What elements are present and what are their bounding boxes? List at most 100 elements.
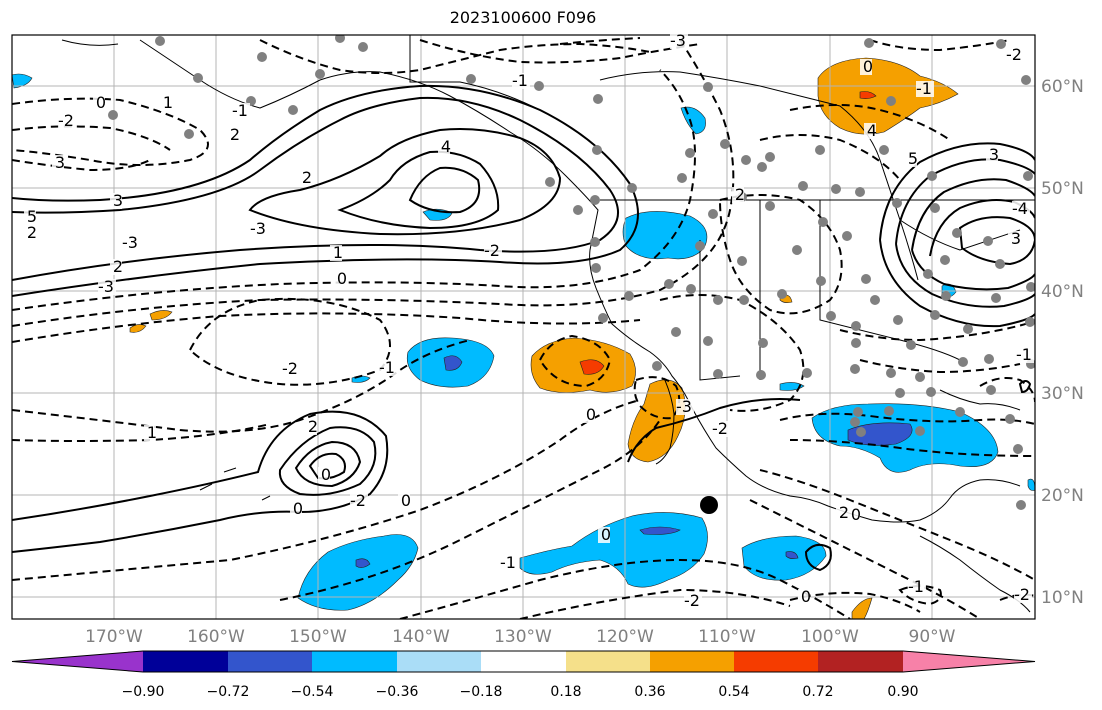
colorbar-tick-label: 0.18 (550, 684, 581, 700)
contour-label: 0 (293, 499, 303, 518)
longitude-axis: 170°W 160°W 150°W 140°W 130°W 120°W 110°… (85, 627, 956, 647)
station-markers (108, 35, 1035, 510)
contour-label-bg (864, 123, 876, 139)
contour-label: -1 (232, 101, 248, 120)
shade-red-socal (579, 359, 605, 375)
shade-blue-e-pac-2-core (785, 551, 799, 559)
contour-label: 0 (321, 465, 331, 484)
contour-label-bg (1014, 587, 1032, 603)
contour-label: -3 (676, 397, 692, 416)
lat-label: 20°N (1041, 486, 1084, 506)
contour-label-bg (916, 81, 934, 97)
shade-orange-canada (817, 57, 959, 135)
contour-label: -1 (908, 577, 924, 596)
contour-label: 4 (441, 137, 451, 156)
colorbar-tick-label: 0.72 (802, 684, 833, 700)
contour-label-bg (334, 271, 346, 287)
contour-label-bg (93, 95, 105, 111)
contour-label: 3 (989, 145, 999, 164)
colorbar-outline (11, 650, 1036, 673)
colorbar-tick-label: −0.72 (207, 684, 250, 700)
map-title: 2023100600 F096 (449, 8, 597, 27)
colorbar-segment (481, 651, 566, 672)
contour-label-bg (52, 155, 64, 171)
contour-label: 0 (401, 491, 411, 510)
shade-blue-e-pac-core (639, 526, 681, 535)
contour-label: -3 (250, 219, 266, 238)
colorbar-tick-label: 0.36 (634, 684, 665, 700)
colorbar-segment (397, 651, 481, 672)
colorbar-tick-label: −0.36 (376, 684, 419, 700)
contour-label-bg (732, 187, 744, 203)
contour-label-bg (908, 579, 926, 595)
contour-label: 0 (337, 269, 347, 288)
shade-orange-s-mex (851, 597, 873, 619)
contour-label-bg (98, 279, 116, 295)
contour-label-bg (438, 139, 450, 155)
contour-label-bg (512, 73, 530, 89)
contour-label-bg (318, 467, 330, 483)
contour-label: -1 (500, 553, 516, 572)
contour-label: -2 (58, 111, 74, 130)
contour-label: -1 (379, 358, 395, 377)
contour-label: -3 (670, 31, 686, 50)
contour-label: 2 (839, 503, 849, 522)
contour-label: -2 (1006, 45, 1022, 64)
shade-blue-central-pac-core (443, 355, 463, 371)
contours-dashed (12, 37, 1035, 619)
lon-label: 160°W (187, 627, 245, 647)
contour-label-bg (58, 113, 76, 129)
contour-label: -1 (916, 79, 932, 98)
colorbar-tick-label: 0.90 (887, 684, 918, 700)
contour-label: -1 (512, 71, 528, 90)
contour-label-bg (905, 151, 917, 167)
contour-label: -3 (98, 277, 114, 296)
contour-label-bg (350, 493, 368, 509)
contour-label-bg (684, 593, 702, 609)
contour-label-bg (305, 419, 317, 435)
lon-label: 100°W (801, 627, 859, 647)
contour-label-bg (860, 59, 872, 75)
contour-label-bg (670, 33, 688, 49)
contour-label: -2 (282, 359, 298, 378)
colorbar (11, 650, 1036, 673)
contour-label: 5 (908, 149, 918, 168)
contour-label-bg (232, 103, 250, 119)
contour-label-bg (299, 170, 311, 186)
colorbar-tick-label: −0.18 (460, 684, 503, 700)
contour-label-bg (330, 245, 342, 261)
contour-label-bg (583, 407, 595, 423)
shade-red-canada (859, 91, 877, 99)
contour-label-bg (160, 95, 172, 111)
contour-label: 0 (863, 57, 873, 76)
colorbar-tick-label: 0.54 (718, 684, 749, 700)
map-frame (11, 34, 1036, 620)
contour-label-bg (848, 507, 860, 523)
contour-label: 3 (55, 153, 65, 172)
colorbar-tick-label: −0.90 (122, 684, 165, 700)
contour-label: 2 (230, 125, 240, 144)
contour-label: 2 (308, 417, 318, 436)
colorbar-segment (12, 651, 143, 672)
storm-marker (700, 496, 718, 514)
contour-label: -2 (1014, 585, 1030, 604)
contour-label-bg (398, 493, 410, 509)
contour-label-bg (250, 221, 268, 237)
contour-label-bg (379, 360, 397, 376)
contour-label-bg (290, 501, 302, 517)
contour-label-bg (484, 243, 502, 259)
lon-label: 170°W (85, 627, 143, 647)
contour-label-bg (144, 425, 156, 441)
colorbar-segment (143, 651, 228, 672)
lon-label: 120°W (596, 627, 654, 647)
lon-label: 130°W (494, 627, 552, 647)
contour-label-bg (110, 259, 122, 275)
contour-label-bg (122, 235, 140, 251)
contour-label: 0 (801, 587, 811, 606)
colorbar-segment (228, 651, 312, 672)
shade-blue-sw-pac-core (355, 558, 371, 568)
contour-label: 5 (27, 207, 37, 226)
lat-label: 50°N (1041, 179, 1084, 199)
shade-blue-nw-pacific (12, 73, 33, 89)
